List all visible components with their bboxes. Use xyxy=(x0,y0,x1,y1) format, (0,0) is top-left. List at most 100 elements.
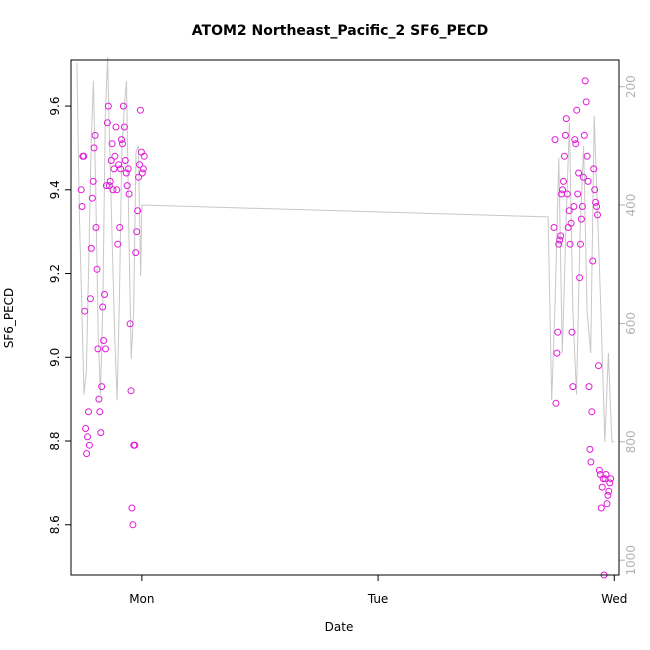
data-point xyxy=(602,471,610,478)
data-point xyxy=(566,240,574,248)
data-point xyxy=(108,140,116,148)
data-point xyxy=(136,161,143,169)
data-point xyxy=(105,182,113,190)
data-point xyxy=(569,383,577,391)
data-point xyxy=(97,429,105,437)
data-point xyxy=(86,295,94,303)
right-tick-label: 200 xyxy=(624,75,638,98)
data-point xyxy=(85,408,92,416)
chart-title: ATOM2 Northeast_Pacific_2 SF6_PECD xyxy=(192,23,488,39)
data-point xyxy=(605,487,613,495)
data-point xyxy=(80,152,88,160)
data-point xyxy=(111,152,119,160)
data-point xyxy=(93,265,101,273)
data-point xyxy=(112,123,120,131)
data-point xyxy=(94,345,102,353)
data-point xyxy=(102,345,109,353)
data-point xyxy=(576,274,584,282)
y-tick-label: 9.2 xyxy=(48,264,62,283)
data-point xyxy=(85,441,93,449)
data-point xyxy=(550,224,558,231)
data-point xyxy=(110,165,118,173)
data-point xyxy=(129,521,137,529)
data-point xyxy=(132,249,140,257)
data-point xyxy=(588,408,596,416)
y-tick-label: 9.4 xyxy=(48,180,62,199)
data-point xyxy=(104,102,112,110)
data-point xyxy=(607,475,615,483)
data-point xyxy=(120,123,128,131)
data-point xyxy=(577,215,585,223)
data-point xyxy=(604,491,612,499)
data-point xyxy=(559,186,566,194)
data-point xyxy=(593,203,601,210)
data-point xyxy=(589,257,597,265)
data-point xyxy=(77,186,85,194)
x-tick-label: Wed xyxy=(601,592,627,606)
data-point xyxy=(98,383,106,391)
data-point xyxy=(118,136,125,144)
data-point xyxy=(119,102,127,110)
data-point xyxy=(116,224,124,231)
data-point xyxy=(119,140,126,148)
data-point xyxy=(595,362,602,370)
data-point xyxy=(573,106,581,114)
y-tick-label: 8.8 xyxy=(48,431,62,450)
data-point xyxy=(552,399,560,407)
data-point xyxy=(572,140,580,148)
data-point xyxy=(121,157,129,164)
data-point xyxy=(99,303,107,311)
data-point xyxy=(140,152,148,160)
data-point xyxy=(139,165,147,173)
right-tick-label: 800 xyxy=(624,430,638,453)
data-point xyxy=(575,169,583,177)
data-point xyxy=(109,186,117,194)
data-point xyxy=(96,408,104,416)
data-point xyxy=(122,169,130,177)
data-point xyxy=(586,445,594,453)
y-tick-label: 8.6 xyxy=(48,515,62,534)
y-tick-label: 9.0 xyxy=(48,348,62,367)
data-point xyxy=(113,186,121,194)
data-point xyxy=(89,177,97,185)
data-point xyxy=(100,337,108,344)
data-point xyxy=(555,240,563,248)
data-point xyxy=(101,291,108,298)
pressure-line xyxy=(76,56,615,443)
data-point xyxy=(123,182,131,190)
data-point xyxy=(582,98,590,106)
data-point xyxy=(585,383,593,391)
data-point xyxy=(594,211,601,219)
data-point xyxy=(78,203,86,210)
data-point xyxy=(580,131,588,139)
data-point xyxy=(570,203,578,210)
point-layer xyxy=(77,77,615,579)
data-point xyxy=(568,328,576,336)
data-point xyxy=(571,136,579,144)
data-point xyxy=(597,504,605,512)
right-tick-label: 400 xyxy=(624,194,638,217)
data-point xyxy=(591,186,599,194)
data-point xyxy=(592,198,600,206)
data-point xyxy=(87,244,95,252)
data-point xyxy=(103,119,111,127)
data-point xyxy=(90,144,98,152)
data-point xyxy=(562,115,570,123)
data-point xyxy=(114,240,122,248)
data-point xyxy=(106,177,114,185)
x-axis-label: Date xyxy=(325,620,354,634)
data-point xyxy=(135,173,143,181)
data-point xyxy=(127,387,135,395)
data-point xyxy=(556,236,564,244)
data-point xyxy=(581,77,589,85)
data-point xyxy=(603,500,611,508)
data-point xyxy=(107,157,115,164)
data-point xyxy=(561,131,569,139)
data-point xyxy=(91,131,99,139)
data-point xyxy=(554,328,562,336)
data-point xyxy=(125,190,133,198)
right-tick-label: 600 xyxy=(624,312,638,335)
data-point xyxy=(82,425,90,432)
data-point xyxy=(578,203,586,210)
data-point xyxy=(551,136,559,144)
